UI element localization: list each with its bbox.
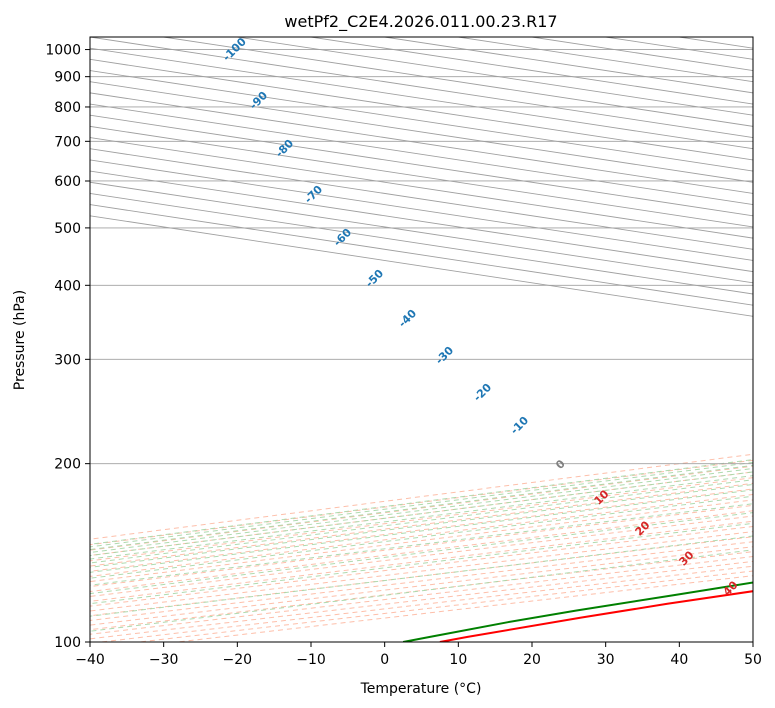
y-tick-label: 700 <box>54 134 81 150</box>
y-tick-label: 400 <box>54 278 81 294</box>
x-tick-label: 20 <box>523 652 541 668</box>
x-tick-label: −30 <box>149 652 179 668</box>
x-tick-label: −20 <box>223 652 253 668</box>
x-tick-label: 10 <box>449 652 467 668</box>
y-tick-label: 200 <box>54 457 81 473</box>
isotherm-line <box>90 114 753 217</box>
x-tick-label: 30 <box>597 652 615 668</box>
isotherm-line <box>90 81 753 183</box>
isotherm-line <box>90 125 753 228</box>
isotherm-line <box>90 92 753 194</box>
background-lines <box>90 37 753 642</box>
isotherm-line <box>90 58 753 161</box>
y-tick-label: 500 <box>54 221 81 237</box>
x-tick-label: 40 <box>670 652 688 668</box>
y-axis-title: Pressure (hPa) <box>12 290 28 390</box>
isotherm-line <box>90 137 753 239</box>
y-tick-label: 300 <box>54 352 81 368</box>
isotherm-line <box>90 103 753 206</box>
plot-frame <box>89 36 754 643</box>
isotherm-line <box>90 47 753 150</box>
axes: −40 −30 −20 −10 0 10 20 30 40 50 100 200 300 400 500 60… <box>45 43 762 668</box>
y-tick-label: 800 <box>54 100 81 116</box>
y-tick-label: 100 <box>54 635 81 651</box>
y-tick-label: 1000 <box>45 43 81 59</box>
y-tick-label: 900 <box>54 70 81 86</box>
isotherm-line <box>90 70 753 172</box>
x-tick-label: 50 <box>744 652 762 668</box>
y-tick-label: 600 <box>54 174 81 190</box>
chart-title: wetPf2_C2E4.2026.011.00.23.R17 <box>284 12 557 32</box>
x-tick-label: −40 <box>75 652 105 668</box>
x-tick-label: −10 <box>296 652 326 668</box>
x-axis-title: Temperature (°C) <box>360 681 482 697</box>
x-tick-label: 0 <box>380 652 389 668</box>
plot-background <box>90 37 753 642</box>
isotherm-line <box>752 37 753 38</box>
